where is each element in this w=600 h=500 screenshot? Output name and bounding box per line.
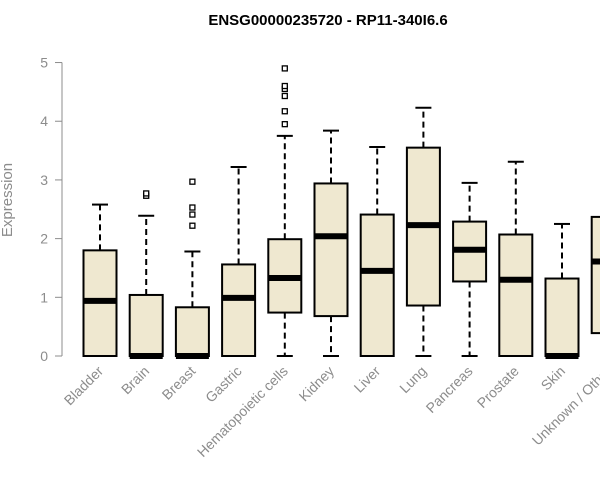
box-group	[498, 160, 534, 357]
box	[313, 182, 349, 318]
x-category-label: Pancreas	[423, 363, 476, 416]
x-category-label: Bladder	[61, 363, 107, 409]
x-category-label: Prostate	[474, 363, 522, 411]
box-group	[82, 203, 118, 357]
y-tick-label: 2	[40, 231, 48, 247]
y-axis: 0 1 2 3 4 5	[40, 55, 63, 364]
box-group	[221, 166, 257, 358]
box	[498, 233, 534, 357]
outlier-point	[189, 222, 196, 229]
outlier-point	[281, 108, 288, 115]
x-category-label: Breast	[159, 363, 199, 403]
box-group	[544, 222, 580, 359]
outlier-point	[189, 204, 196, 211]
box-group	[590, 215, 600, 335]
y-tick-label: 4	[40, 113, 48, 129]
outlier-point	[281, 121, 288, 128]
x-category-label: Gastric	[202, 363, 245, 406]
x-category-label: Hematopoietic cells	[194, 363, 291, 460]
box	[544, 277, 580, 357]
outlier-point	[281, 65, 288, 72]
x-category-label: Liver	[351, 363, 384, 396]
outlier-point	[143, 190, 150, 197]
box-group	[452, 181, 488, 357]
outlier-point	[281, 92, 288, 100]
box	[221, 263, 257, 358]
y-tick-label: 0	[40, 348, 48, 364]
y-tick-label: 5	[40, 55, 48, 71]
outlier-point	[189, 211, 196, 218]
box-group	[359, 146, 395, 357]
box-group	[405, 106, 441, 357]
outlier-point	[281, 82, 288, 90]
x-category-label: Lung	[396, 363, 429, 396]
boxes	[82, 65, 600, 359]
x-category-label: Kidney	[296, 363, 338, 405]
x-category-label: Brain	[118, 363, 152, 397]
box-group	[128, 190, 164, 359]
chart-title: ENSG00000235720 - RP11-340I6.6	[208, 12, 447, 29]
box	[590, 215, 600, 335]
box	[359, 213, 395, 357]
box-group	[174, 178, 210, 359]
box-group	[313, 129, 349, 357]
outlier-point	[189, 178, 196, 185]
box	[174, 306, 210, 357]
y-tick-label: 3	[40, 172, 48, 188]
x-category-label: Skin	[538, 363, 569, 394]
box-group	[267, 65, 303, 357]
y-tick-label: 1	[40, 289, 48, 305]
y-axis-label: Expression	[0, 163, 16, 237]
box	[128, 293, 164, 358]
